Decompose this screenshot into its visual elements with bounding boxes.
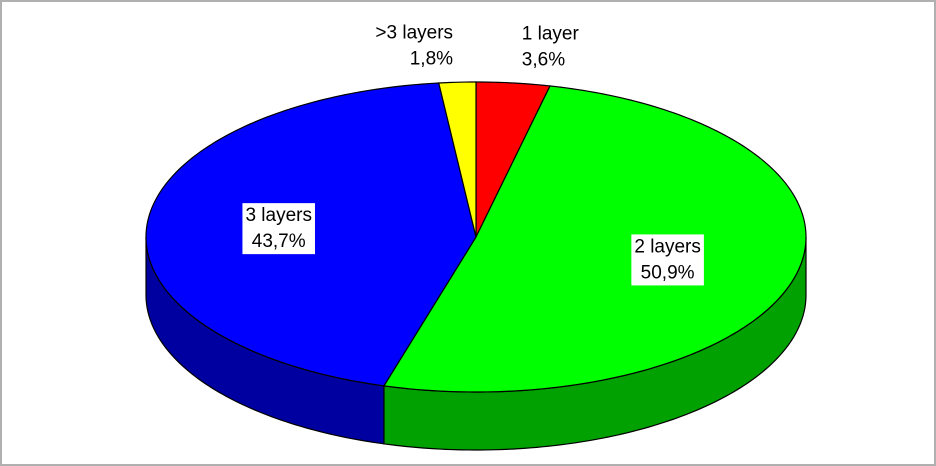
slice-label: 1 layer 3,6% xyxy=(518,21,583,73)
pie-labels: 1 layer 3,6% 2 layers 50,9% 3 layers 43,7% >3 … xyxy=(242,20,704,286)
pie-slice xyxy=(438,81,477,238)
label-name: 1 layer xyxy=(522,24,580,45)
label-name: 2 layers xyxy=(634,236,701,257)
label-background xyxy=(242,203,315,255)
label-background xyxy=(372,20,457,72)
label-value: 43,7% xyxy=(252,231,306,252)
slice-label: >3 layers 1,8% xyxy=(372,20,457,72)
label-value: 3,6% xyxy=(522,50,565,71)
label-value: 50,9% xyxy=(641,262,695,283)
label-name: >3 layers xyxy=(375,23,453,44)
label-value: 1,8% xyxy=(410,49,453,70)
label-background xyxy=(631,234,704,286)
label-background xyxy=(518,21,583,73)
slice-label: 2 layers 50,9% xyxy=(631,234,704,286)
slice-label: 3 layers 43,7% xyxy=(242,203,315,255)
pie-slice xyxy=(382,85,807,393)
label-name: 3 layers xyxy=(245,205,312,226)
